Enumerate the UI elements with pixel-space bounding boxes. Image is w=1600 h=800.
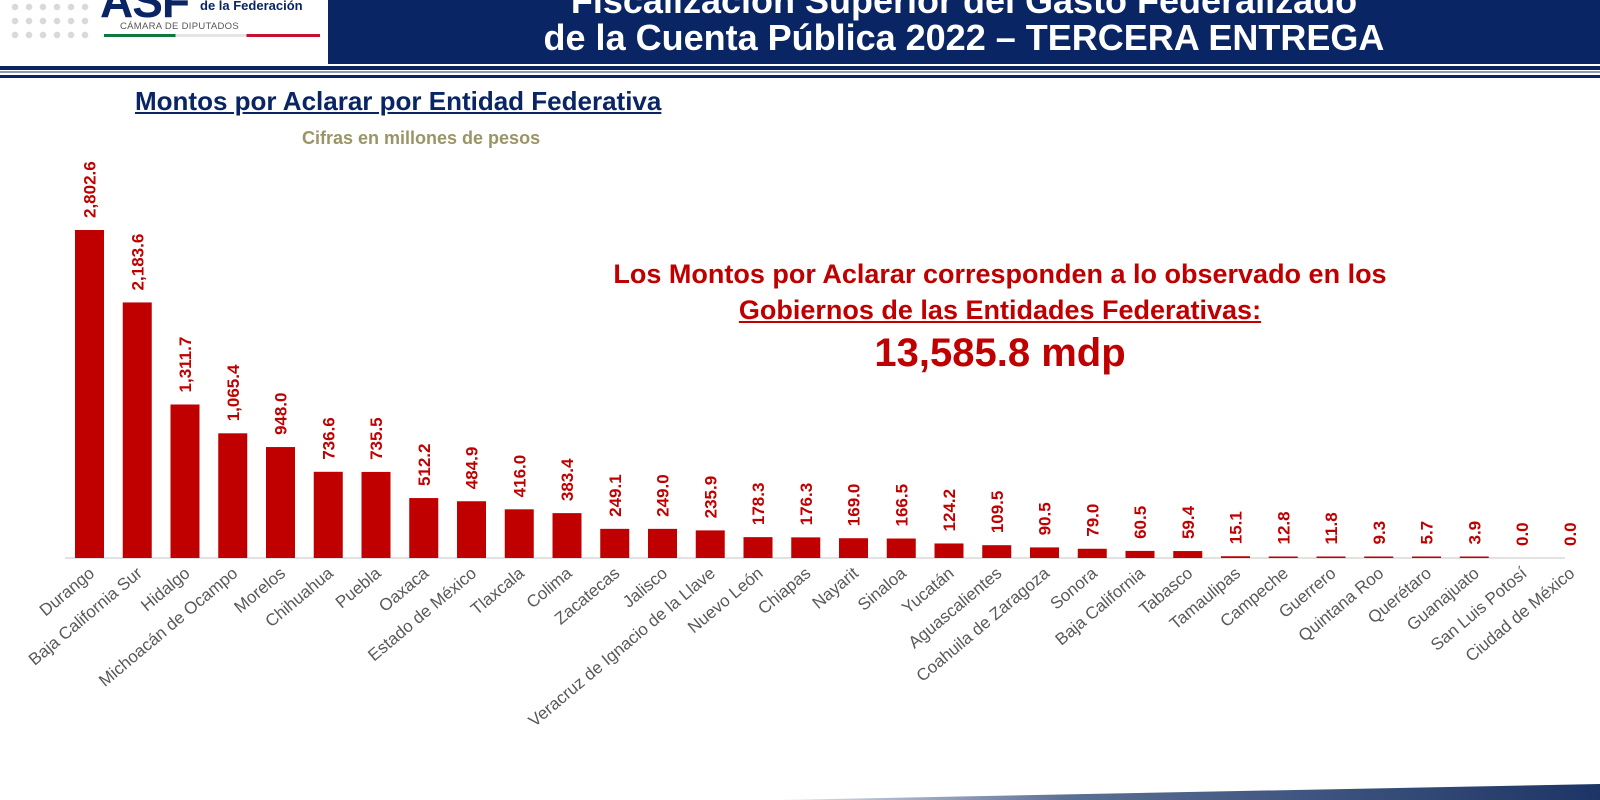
bar-value-label: 5.7 (1418, 521, 1437, 545)
chart-subtitle: Cifras en millones de pesos (302, 128, 541, 148)
header-rule-thin (0, 75, 1600, 78)
bar-value-label: 109.5 (988, 491, 1007, 534)
bar (122, 302, 152, 558)
bar-value-label: 124.2 (940, 489, 959, 532)
bar (886, 538, 916, 558)
logo-flag-stripe (104, 34, 320, 37)
bar-group (75, 230, 1489, 558)
bar-value-label: 79.0 (1083, 504, 1102, 537)
bar-value-label: 0.0 (1513, 522, 1532, 546)
bar (791, 537, 821, 558)
bar (361, 471, 391, 558)
bar-value-label: 166.5 (892, 484, 911, 527)
bar (1077, 548, 1107, 558)
annotation-line-1: Los Montos por Aclarar corresponden a lo… (613, 259, 1387, 289)
logo-dot-pattern (8, 0, 94, 40)
bar-value-label: 249.1 (606, 474, 625, 517)
bar-value-label: 0.0 (1561, 522, 1580, 546)
annotation-line-2: Gobiernos de las Entidades Federativas: (738, 295, 1262, 325)
bar (170, 404, 200, 558)
bar (552, 513, 582, 558)
bar (409, 498, 439, 558)
bar-value-label: 59.4 (1179, 505, 1198, 539)
value-label-group: 2,802.6 2,183.6 1,311.7 1,065.4 948.0 736.6 73… (81, 161, 1580, 546)
bar-value-label: 3.9 (1465, 521, 1484, 545)
title-band: Fiscalización Superior del Gasto Federal… (328, 0, 1600, 64)
logo-line-text: de la Federación (200, 0, 303, 13)
chart-title: Montos por Aclarar por Entidad Federativ… (135, 86, 662, 116)
bar (600, 528, 630, 558)
bar-value-label: 9.3 (1370, 521, 1389, 545)
bar (218, 433, 248, 558)
bar (695, 530, 725, 558)
bar (1125, 550, 1155, 558)
bar-value-label: 169.0 (845, 484, 864, 527)
category-label: Tlaxcala (467, 563, 528, 619)
bar-value-label: 383.4 (558, 458, 577, 501)
bar (313, 471, 343, 558)
bar (1268, 556, 1298, 558)
bar (1412, 556, 1441, 558)
bar-value-label: 235.9 (701, 476, 720, 519)
bar (982, 545, 1012, 558)
bar (504, 509, 534, 558)
bar-value-label: 249.0 (654, 474, 673, 517)
bar-value-label: 2,183.6 (128, 234, 147, 291)
bar (648, 528, 677, 558)
bar (457, 501, 486, 558)
category-label: Nayarit (809, 563, 863, 612)
bar-value-label: 178.3 (749, 483, 768, 526)
bar-value-label: 1,311.7 (176, 337, 195, 393)
bar (839, 538, 868, 558)
bar-value-label: 176.3 (797, 483, 816, 526)
header: ASF de la Federación CÁMARA DE DIPUTADOS… (0, 0, 1600, 66)
bar-value-label: 60.5 (1131, 506, 1150, 539)
bar-value-label: 2,802.6 (81, 161, 100, 218)
bar (1030, 547, 1059, 558)
bar-value-label: 11.8 (1322, 512, 1341, 544)
category-label: Chiapas (754, 564, 814, 619)
bar (1459, 556, 1489, 558)
annotation-total: 13,585.8 mdp (874, 331, 1126, 375)
bar (743, 537, 773, 558)
header-rule-light (0, 71, 1600, 73)
bar-value-label: 1,065.4 (224, 364, 243, 421)
bar (934, 543, 964, 558)
page-title-line-1: Fiscalización Superior del Gasto Federal… (570, 0, 1358, 21)
header-rule-thick (0, 66, 1600, 70)
bar (1316, 556, 1346, 558)
bar-value-label: 948.0 (272, 393, 291, 436)
bar (1221, 556, 1250, 558)
bar-value-label: 736.6 (319, 417, 338, 460)
bar-value-label: 416.0 (510, 455, 529, 498)
bar (1364, 556, 1394, 558)
bar (75, 230, 104, 558)
bar-value-label: 15.1 (1227, 511, 1246, 544)
logo-subtitle: CÁMARA DE DIPUTADOS (120, 21, 240, 32)
bar-value-label: 12.8 (1274, 511, 1293, 544)
logo-main-text: ASF (100, 0, 190, 27)
annotation-box: Los Montos por Aclarar corresponden a lo… (520, 256, 1480, 378)
asf-logo: ASF de la Federación CÁMARA DE DIPUTADOS (0, 0, 326, 64)
bar (1173, 551, 1203, 558)
bar-value-label: 90.5 (1036, 502, 1055, 535)
bar-value-label: 484.9 (463, 447, 482, 490)
page-title-line-2: de la Cuenta Pública 2022 – TERCERA ENTR… (543, 17, 1385, 58)
bar-value-label: 512.2 (415, 444, 434, 487)
bar-value-label: 735.5 (367, 417, 386, 460)
bar (266, 447, 295, 558)
